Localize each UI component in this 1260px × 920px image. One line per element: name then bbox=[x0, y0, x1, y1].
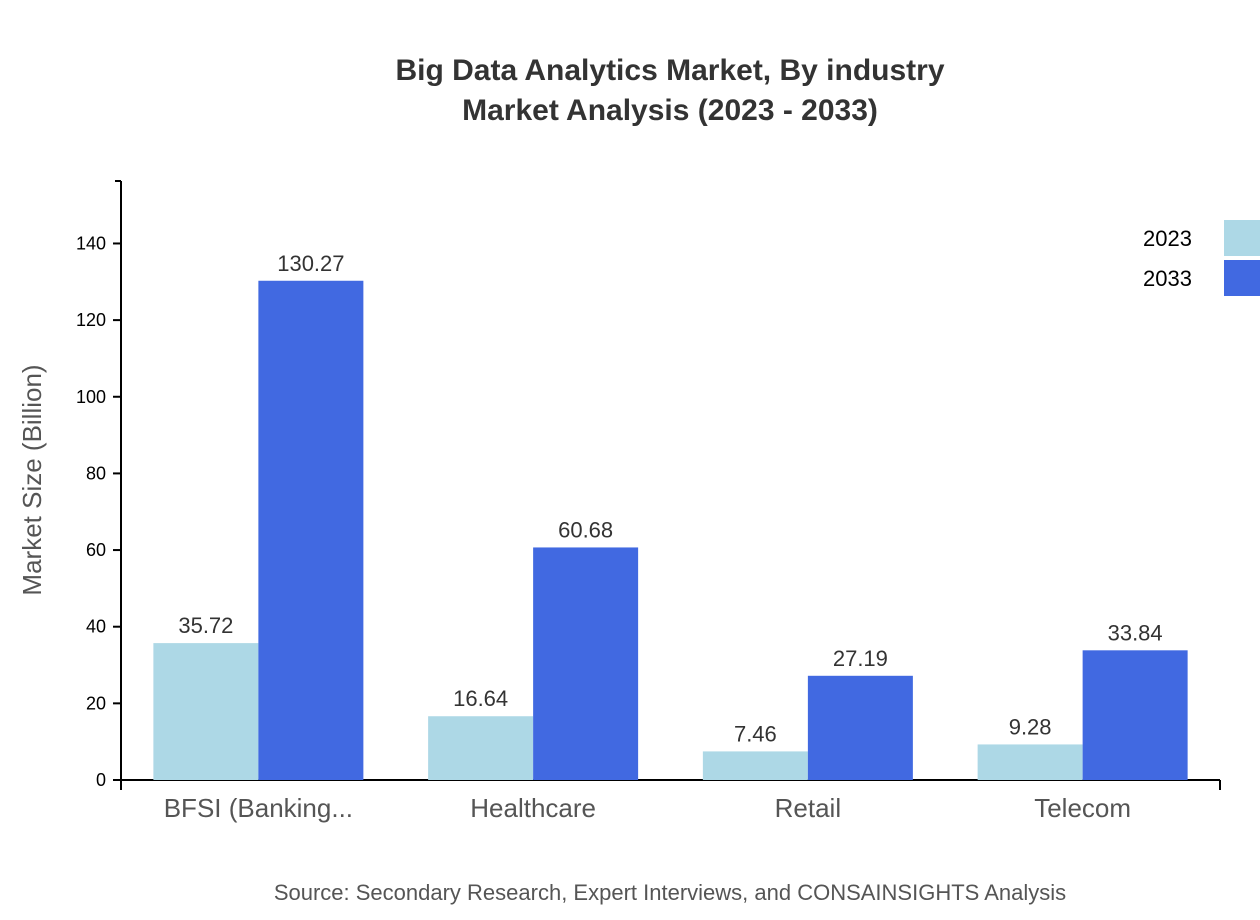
data-label: 7.46 bbox=[734, 721, 777, 746]
y-tick-label: 140 bbox=[76, 233, 106, 253]
data-label: 27.19 bbox=[833, 646, 888, 671]
y-tick-label: 60 bbox=[86, 540, 106, 560]
data-label: 130.27 bbox=[277, 251, 344, 276]
bar-2033 bbox=[1082, 650, 1188, 780]
bar-2033 bbox=[258, 280, 364, 780]
y-tick-label: 100 bbox=[76, 387, 106, 407]
legend-swatch-2033 bbox=[1224, 260, 1260, 296]
chart-subtitle: Market Analysis (2023 - 2033) bbox=[462, 94, 878, 127]
y-tick-label: 80 bbox=[86, 463, 106, 483]
bar-2023 bbox=[702, 751, 808, 780]
bar-2023 bbox=[428, 716, 534, 780]
data-label: 9.28 bbox=[1009, 714, 1052, 739]
y-tick-label: 120 bbox=[76, 310, 106, 330]
data-label: 33.84 bbox=[1108, 620, 1163, 645]
x-tick-label: Retail bbox=[775, 793, 841, 823]
y-tick-label: 0 bbox=[96, 770, 106, 790]
bar-2023 bbox=[977, 744, 1083, 780]
bar-2023 bbox=[153, 643, 259, 780]
x-tick-label: Telecom bbox=[1034, 793, 1131, 823]
legend-label: 2033 bbox=[1143, 266, 1192, 291]
x-tick-label: Healthcare bbox=[470, 793, 596, 823]
data-label: 16.64 bbox=[453, 686, 508, 711]
chart-title: Big Data Analytics Market, By industry bbox=[395, 54, 944, 87]
data-label: 60.68 bbox=[558, 517, 613, 542]
source-note: Source: Secondary Research, Expert Inter… bbox=[274, 880, 1066, 905]
y-tick-label: 40 bbox=[86, 617, 106, 637]
bar-2033 bbox=[533, 547, 639, 780]
bar-2033 bbox=[807, 675, 913, 780]
x-tick-label: BFSI (Banking... bbox=[164, 793, 353, 823]
data-label: 35.72 bbox=[178, 613, 233, 638]
y-tick-label: 20 bbox=[86, 693, 106, 713]
y-axis-label: Market Size (Billion) bbox=[17, 364, 47, 595]
legend-label: 2023 bbox=[1143, 226, 1192, 251]
legend-swatch-2023 bbox=[1224, 220, 1260, 256]
